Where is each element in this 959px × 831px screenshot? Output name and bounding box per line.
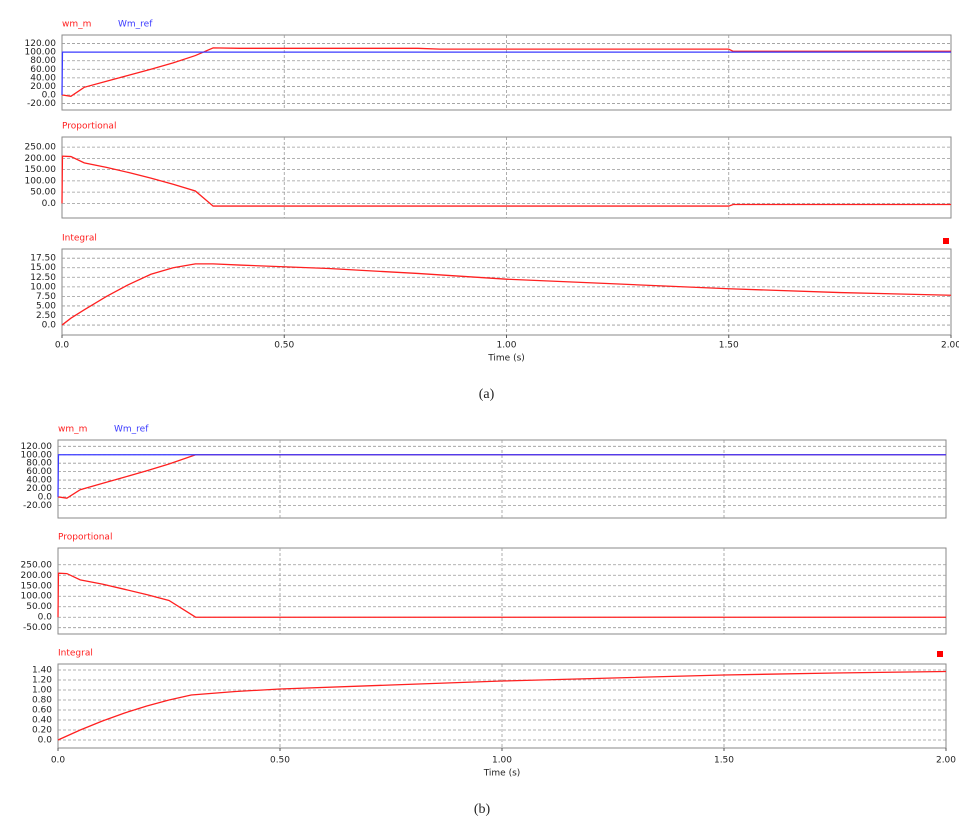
y-tick-label: -50.00	[23, 623, 52, 633]
y-tick-label: 17.50	[30, 254, 56, 264]
y-tick-label: 0.0	[42, 321, 57, 331]
legend-label: Wm_ref	[114, 425, 149, 435]
y-tick-label: 1.40	[32, 666, 52, 676]
x-tick-label: 2.00	[941, 341, 959, 351]
y-tick-label: 250.00	[21, 560, 53, 570]
y-tick-label: 40.00	[30, 73, 56, 83]
y-tick-label: 0.0	[42, 91, 57, 101]
x-tick-label: 0.50	[270, 756, 290, 766]
y-tick-label: -20.00	[27, 99, 56, 109]
y-tick-label: 150.00	[25, 165, 57, 175]
series-line	[57, 572, 946, 618]
legend-label: wm_m	[58, 425, 87, 435]
legend-label: Wm_ref	[118, 20, 153, 30]
marker-square	[943, 238, 949, 244]
y-tick-label: 100.00	[21, 450, 53, 460]
series-line	[61, 51, 951, 96]
caption: (b)	[474, 802, 491, 817]
y-tick-label: 20.00	[30, 82, 56, 92]
y-tick-label: 0.0	[38, 492, 53, 502]
y-tick-label: 1.20	[32, 676, 52, 686]
y-tick-label: 0.0	[42, 199, 57, 209]
y-tick-label: 20.00	[26, 484, 52, 494]
y-tick-label: 0.20	[32, 726, 52, 736]
x-axis-label: Time (s)	[487, 354, 525, 364]
x-axis-label: Time (s)	[483, 769, 521, 779]
x-tick-label: 1.50	[719, 341, 739, 351]
x-tick-label: 2.00	[936, 756, 956, 766]
x-tick-label: 1.50	[714, 756, 734, 766]
y-tick-label: 120.00	[21, 442, 53, 452]
y-tick-label: 200.00	[25, 154, 57, 164]
y-tick-label: 0.0	[38, 736, 53, 746]
y-tick-label: 10.00	[30, 282, 56, 292]
y-tick-label: 200.00	[21, 571, 53, 581]
legend-label: Integral	[58, 649, 93, 659]
y-tick-label: 0.0	[38, 613, 53, 623]
y-tick-label: -20.00	[23, 501, 52, 511]
y-tick-label: 50.00	[26, 602, 52, 612]
series-line	[57, 670, 947, 741]
y-tick-label: 7.50	[36, 292, 56, 302]
y-tick-label: 5.00	[36, 301, 56, 311]
y-tick-label: 100.00	[21, 592, 53, 602]
y-tick-label: 80.00	[30, 56, 56, 66]
y-tick-label: 60.00	[26, 467, 52, 477]
y-tick-label: 60.00	[30, 65, 56, 75]
y-tick-label: 1.00	[32, 686, 52, 696]
y-tick-label: 100.00	[25, 48, 57, 58]
y-tick-label: 40.00	[26, 476, 52, 486]
y-tick-label: 50.00	[30, 188, 56, 198]
series-line	[57, 454, 946, 497]
y-tick-label: 12.50	[30, 273, 56, 283]
legend-label: Proportional	[58, 533, 112, 543]
caption: (a)	[479, 387, 495, 402]
y-tick-label: 150.00	[21, 581, 53, 591]
x-tick-label: 0.0	[55, 341, 70, 351]
y-tick-label: 120.00	[25, 39, 57, 49]
y-tick-label: 2.50	[36, 311, 56, 321]
marker-square	[937, 651, 943, 657]
series-line	[61, 155, 951, 207]
x-tick-label: 1.00	[496, 341, 516, 351]
legend-label: Proportional	[62, 122, 116, 132]
x-tick-label: 0.50	[274, 341, 294, 351]
legend-label: wm_m	[62, 20, 91, 30]
y-tick-label: 15.00	[30, 263, 56, 273]
y-tick-label: 250.00	[25, 143, 57, 153]
legend-label: Integral	[62, 234, 97, 244]
x-tick-label: 0.0	[51, 756, 66, 766]
series-line	[61, 263, 952, 326]
y-tick-label: 0.80	[32, 696, 52, 706]
y-tick-label: 100.00	[25, 176, 57, 186]
y-tick-label: 80.00	[26, 459, 52, 469]
y-tick-label: 0.40	[32, 716, 52, 726]
x-tick-label: 1.00	[492, 756, 512, 766]
y-tick-label: 0.60	[32, 706, 52, 716]
